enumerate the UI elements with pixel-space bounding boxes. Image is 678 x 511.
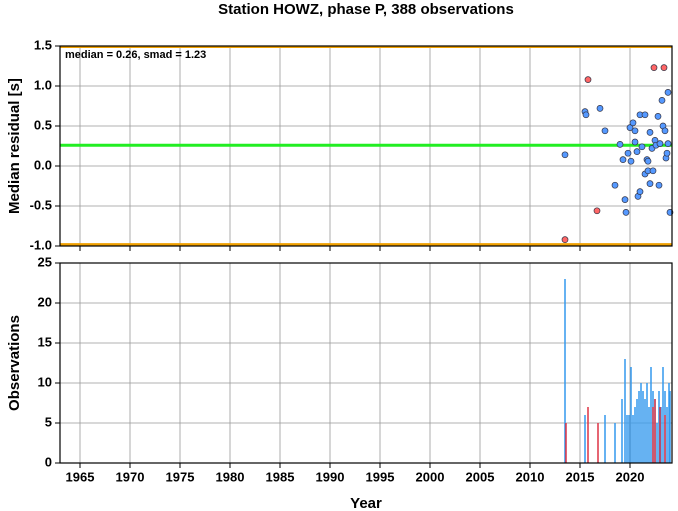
- x-tick-label: 1980: [216, 469, 245, 484]
- data-point: [621, 196, 629, 203]
- x-tick-label: 2010: [516, 469, 545, 484]
- x-tick-label: 1970: [116, 469, 145, 484]
- data-point: [638, 143, 646, 151]
- y-tick-label: 20: [38, 294, 52, 309]
- x-tick-label: 2000: [416, 469, 445, 484]
- y-tick-label: 1.5: [34, 37, 52, 52]
- y-tick-label: -1.0: [30, 237, 52, 252]
- data-point: [641, 111, 649, 119]
- x-tick-label: 2015: [566, 469, 595, 484]
- data-point: [611, 181, 619, 189]
- x-tick-label: 1985: [266, 469, 295, 484]
- x-tick-label: 1995: [366, 469, 395, 484]
- y-tick-label: 10: [38, 374, 52, 389]
- data-point: [664, 89, 672, 96]
- y-axis-title: Observations: [6, 315, 23, 411]
- data-point: [601, 127, 609, 135]
- y-tick-label: 0: [45, 454, 52, 469]
- y-axis-title: Median residual [s]: [6, 78, 23, 214]
- data-point: [626, 124, 634, 131]
- y-tick-label: 1.0: [34, 77, 52, 92]
- data-point: [631, 138, 639, 146]
- x-tick-label: 2020: [616, 469, 645, 484]
- data-point: [616, 141, 624, 148]
- data-point: [584, 76, 592, 83]
- y-tick-label: -0.5: [30, 197, 52, 212]
- data-point: [654, 113, 662, 120]
- data-point: [622, 209, 630, 216]
- data-point: [656, 140, 664, 147]
- data-point: [631, 127, 639, 135]
- plot-frame: [59, 45, 673, 247]
- data-point: [582, 111, 590, 119]
- annotation: median = 0.26, smad = 1.23: [65, 49, 206, 61]
- data-point: [661, 127, 669, 135]
- data-point: [663, 149, 671, 157]
- x-tick-label: 1975: [166, 469, 195, 484]
- x-tick-label: 2005: [466, 469, 495, 484]
- data-point: [593, 207, 601, 215]
- y-tick-label: 25: [38, 254, 52, 269]
- data-point: [629, 119, 637, 127]
- data-point: [650, 64, 658, 71]
- data-point: [624, 149, 632, 157]
- chart-title: Station HOWZ, phase P, 388 observations: [218, 1, 514, 18]
- data-point: [636, 188, 644, 195]
- data-point: [660, 64, 668, 71]
- y-tick-label: 0.5: [34, 117, 52, 132]
- y-tick-label: 0.0: [34, 157, 52, 172]
- data-point: [561, 151, 569, 159]
- y-tick-label: 15: [38, 334, 52, 349]
- x-tick-label: 1965: [66, 469, 95, 484]
- y-tick-label: 5: [45, 414, 52, 429]
- data-point: [646, 180, 654, 187]
- data-point: [649, 167, 657, 175]
- data-point: [627, 157, 635, 165]
- x-axis-title: Year: [350, 495, 382, 511]
- data-point: [655, 181, 663, 189]
- data-point: [596, 105, 604, 112]
- x-tick-label: 1990: [316, 469, 345, 484]
- data-point: [619, 156, 627, 163]
- data-point: [633, 148, 641, 155]
- data-point: [658, 97, 666, 104]
- data-point: [664, 140, 672, 147]
- data-point: [561, 236, 569, 243]
- data-point: [644, 157, 652, 165]
- data-point: [646, 129, 654, 136]
- plot-frame: [59, 262, 673, 464]
